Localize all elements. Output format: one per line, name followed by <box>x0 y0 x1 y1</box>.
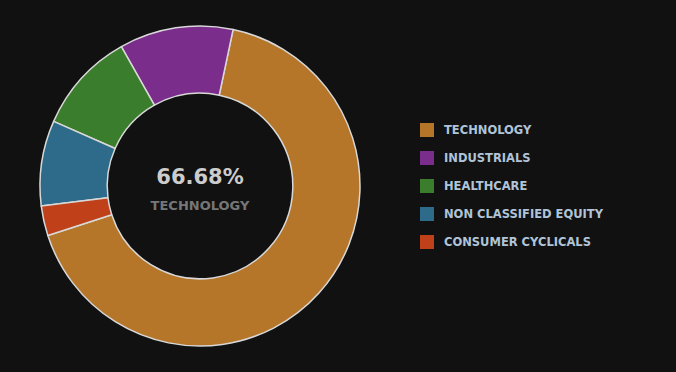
legend-label: NON CLASSIFIED EQUITY <box>444 207 604 221</box>
legend-label: TECHNOLOGY <box>444 123 532 137</box>
legend-swatch <box>420 151 434 165</box>
slice <box>40 121 115 206</box>
legend-label: CONSUMER CYCLICALS <box>444 235 591 249</box>
center-text: 66.68% <box>156 165 243 189</box>
legend-label: HEALTHCARE <box>444 179 527 193</box>
legend-swatch <box>420 179 434 193</box>
chart: 66.68% TECHNOLOGY TECHNOLOGY INDUSTRIALS HEA… <box>0 0 676 372</box>
background <box>0 0 676 372</box>
slice <box>41 198 111 236</box>
legend: TECHNOLOGY INDUSTRIALS HEALTHCARE NON CLASS… <box>420 123 604 250</box>
legend-label: INDUSTRIALS <box>444 151 531 165</box>
legend-swatch <box>420 123 434 137</box>
chart-container: 66.68% TECHNOLOGY TECHNOLOGY INDUSTRIALS HEA… <box>0 0 676 372</box>
center-text: TECHNOLOGY <box>151 198 250 213</box>
legend-swatch <box>420 235 434 249</box>
donut <box>40 26 360 346</box>
legend-swatch <box>420 207 434 221</box>
